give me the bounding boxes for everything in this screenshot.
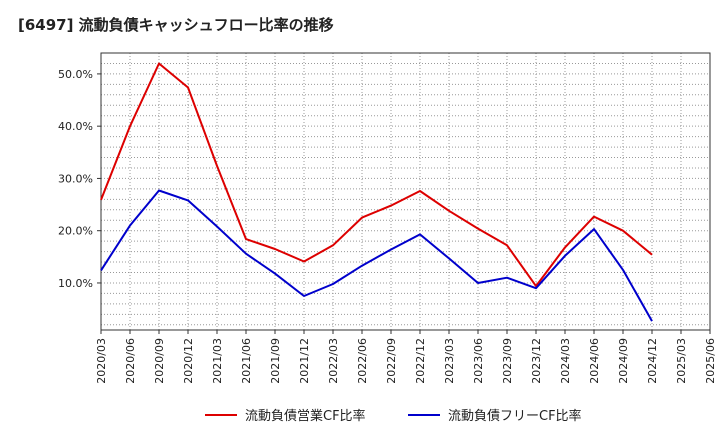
x-tick-label: 2024/06 xyxy=(588,338,601,384)
x-tick-label: 2021/03 xyxy=(211,338,224,384)
x-tick-label: 2020/03 xyxy=(95,338,108,384)
chart-title: [6497] 流動負債キャッシュフロー比率の推移 xyxy=(18,16,334,34)
y-tick-label: 30.0% xyxy=(58,172,93,185)
x-tick-label: 2022/09 xyxy=(385,338,398,384)
x-tick-label: 2022/03 xyxy=(327,338,340,384)
x-tick-label: 2022/12 xyxy=(414,338,427,384)
plot-area xyxy=(101,53,710,330)
x-tick-label: 2024/12 xyxy=(646,338,659,384)
series-line-2 xyxy=(100,189,653,322)
x-tick-label: 2020/09 xyxy=(153,338,166,384)
y-tick-label: 40.0% xyxy=(58,120,93,133)
series-line-1 xyxy=(100,62,653,288)
x-tick-label: 2024/09 xyxy=(617,338,630,384)
x-tick-label: 2020/06 xyxy=(124,338,137,384)
x-tick-label: 2025/06 xyxy=(704,338,717,384)
x-tick-label: 2021/09 xyxy=(269,338,282,384)
y-tick-label: 50.0% xyxy=(58,68,93,81)
y-tick-label: 10.0% xyxy=(58,277,93,290)
x-tick-label: 2023/12 xyxy=(530,338,543,384)
x-tick-label: 2024/03 xyxy=(559,338,572,384)
y-tick-label: 20.0% xyxy=(58,225,93,238)
legend-label-2: 流動負債フリーCF比率 xyxy=(448,408,582,424)
x-tick-label: 2023/03 xyxy=(443,338,456,384)
x-tick-label: 2021/12 xyxy=(298,338,311,384)
x-tick-label: 2021/06 xyxy=(240,338,253,384)
x-tick-label: 2020/12 xyxy=(182,338,195,384)
x-tick-label: 2022/06 xyxy=(356,338,369,384)
x-tick-label: 2023/09 xyxy=(501,338,514,384)
x-tick-label: 2025/03 xyxy=(675,338,688,384)
plot-border xyxy=(100,52,711,331)
legend-label-1: 流動負債営業CF比率 xyxy=(245,408,366,424)
x-tick-label: 2023/06 xyxy=(472,338,485,384)
